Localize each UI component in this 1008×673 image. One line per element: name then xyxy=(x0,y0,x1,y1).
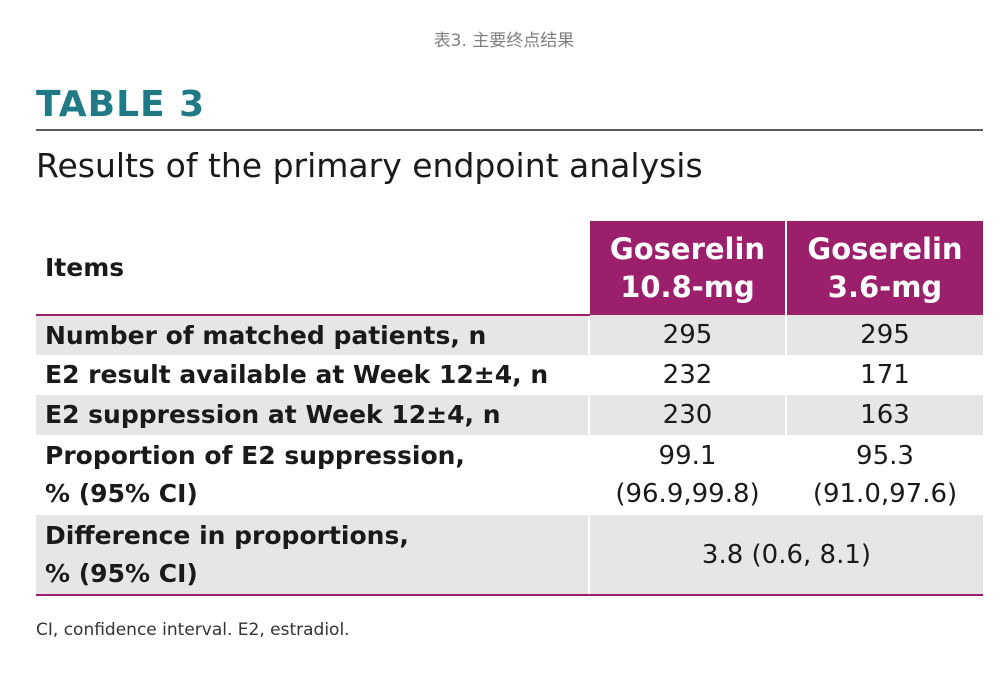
cell-value: 232 xyxy=(588,355,786,395)
header-items: Items xyxy=(36,221,589,316)
cell-value-line1: 99.1 xyxy=(658,441,717,471)
cell-value: 295 xyxy=(785,315,983,355)
row-label: Number of matched patients, n xyxy=(45,320,487,350)
header-a-line2: 10.8-mg xyxy=(620,270,755,304)
cell-value: 295 xyxy=(588,315,786,355)
figure-caption: 表3. 主要终点结果 xyxy=(433,31,575,51)
table-subtitle: Results of the primary endpoint analysis xyxy=(36,146,703,185)
cell-value-line2: (91.0,97.6) xyxy=(812,479,958,509)
results-table: Items Goserelin 10.8-mg Goserelin 3.6-mg… xyxy=(36,221,983,596)
header-goserelin-10-8mg: Goserelin 10.8-mg xyxy=(588,221,786,315)
table-label: TABLE 3 xyxy=(36,84,206,125)
header-b-line1: Goserelin xyxy=(807,232,963,266)
top-rule xyxy=(36,129,983,131)
row-label: Proportion of E2 suppression, % (95% CI) xyxy=(36,435,589,515)
table-row: E2 suppression at Week 12±4, n 230 163 xyxy=(36,395,983,435)
merged-cell-value: 3.8 (0.6, 8.1) xyxy=(588,515,983,596)
table-row: Difference in proportions, % (95% CI) 3.… xyxy=(36,515,983,596)
table-row: Proportion of E2 suppression, % (95% CI)… xyxy=(36,435,983,515)
cell-value: 171 xyxy=(785,355,983,395)
table-row: Number of matched patients, n 295 295 xyxy=(36,315,983,355)
row-label-line2: % (95% CI) xyxy=(45,479,198,508)
cell-value-line1: 95.3 xyxy=(856,441,914,471)
row-label-line2: % (95% CI) xyxy=(45,558,198,588)
table-header-row: Items Goserelin 10.8-mg Goserelin 3.6-mg xyxy=(36,221,983,316)
header-a-line1: Goserelin xyxy=(609,232,766,266)
cell-value: 99.1 (96.9,99.8) xyxy=(588,435,786,515)
row-label: Difference in proportions, % (95% CI) xyxy=(36,515,589,596)
cell-value: 95.3 (91.0,97.6) xyxy=(785,435,983,515)
header-b-line2: 3.6-mg xyxy=(827,270,943,304)
row-label-line1: Difference in proportions, xyxy=(45,520,409,550)
cell-value: 230 xyxy=(588,395,786,435)
table-row: E2 result available at Week 12±4, n 232 … xyxy=(36,355,983,395)
header-goserelin-3-6mg: Goserelin 3.6-mg xyxy=(785,221,983,315)
row-label-line1: Proportion of E2 suppression, xyxy=(45,441,465,470)
cell-value-line2: (96.9,99.8) xyxy=(615,479,760,509)
table-footnote: CI, confidence interval. E2, estradiol. xyxy=(36,620,350,640)
cell-value: 163 xyxy=(785,395,983,435)
row-label: E2 suppression at Week 12±4, n xyxy=(45,400,501,429)
row-label: E2 result available at Week 12±4, n xyxy=(45,360,549,389)
